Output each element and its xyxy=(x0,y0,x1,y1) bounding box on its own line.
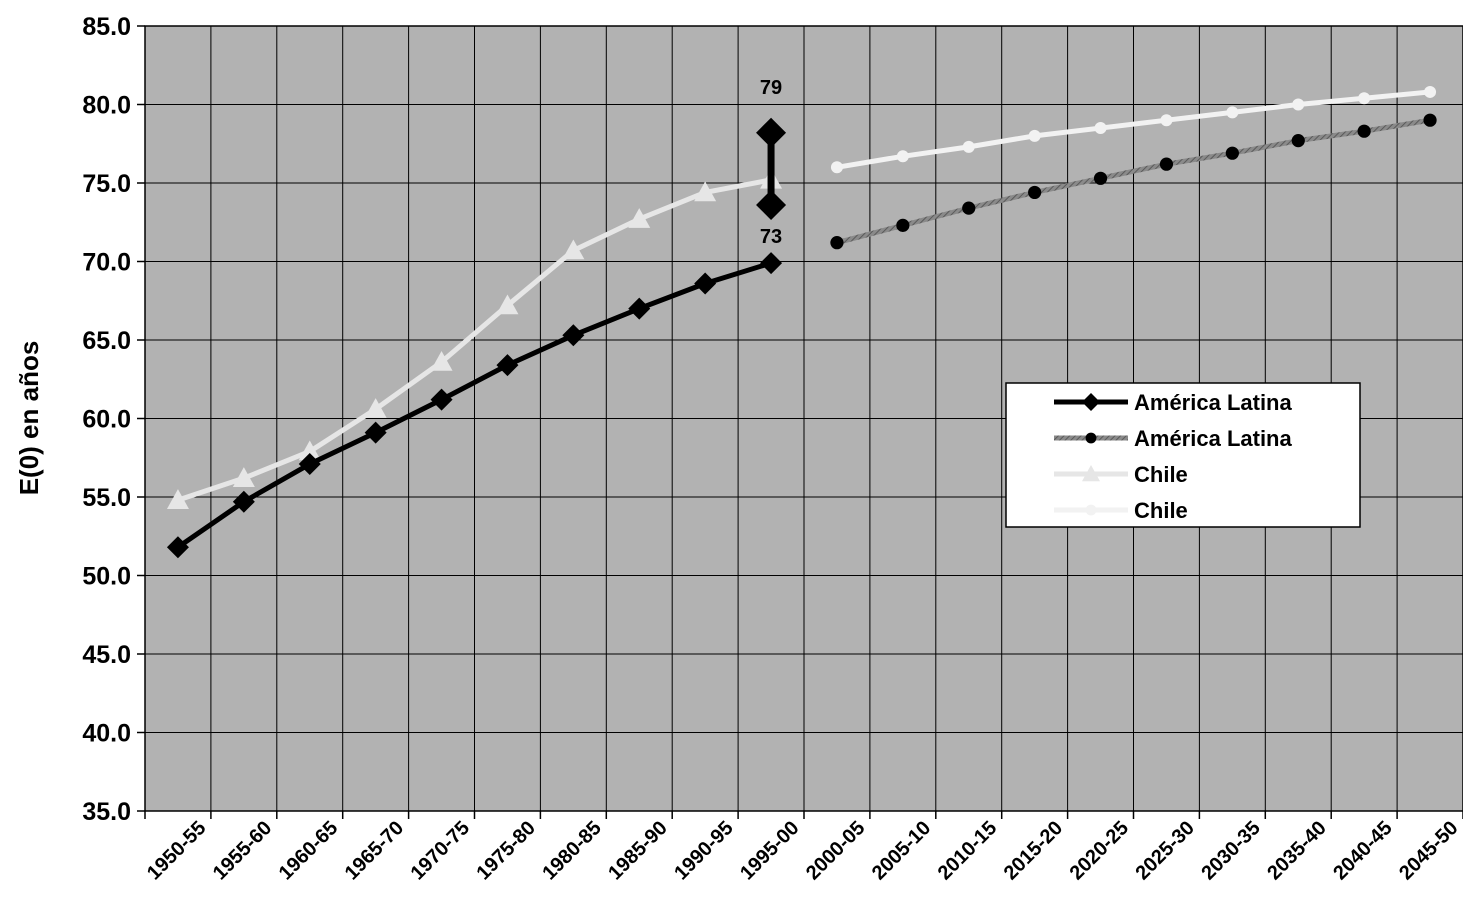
series-layer xyxy=(166,85,1437,559)
y-tick-label: 70.0 xyxy=(82,249,131,277)
range-high-label: 79 xyxy=(760,77,782,99)
y-axis-ticks: 35.0 40.0 45.0 50.0 55.0 60.0 65.0 70.0 75.0 80.0… xyxy=(82,13,145,826)
y-tick-label: 45.0 xyxy=(82,641,131,669)
data-point xyxy=(1028,185,1042,200)
data-point xyxy=(364,421,387,444)
data-point xyxy=(166,536,189,559)
data-point xyxy=(1424,85,1437,98)
series-line xyxy=(176,260,772,550)
legend-swatch-marker xyxy=(1082,465,1100,482)
series-1 xyxy=(830,113,1437,250)
range-low-label: 73 xyxy=(760,226,782,248)
series-line xyxy=(836,89,1431,170)
x-tick-label: 1960-65 xyxy=(275,817,342,884)
data-point xyxy=(1358,92,1371,105)
y-tick-label: 55.0 xyxy=(82,484,131,512)
y-tick-label: 50.0 xyxy=(82,563,131,591)
x-tick-label: 2020-25 xyxy=(1066,817,1133,884)
data-point xyxy=(496,354,519,377)
legend-swatch-marker xyxy=(1082,393,1100,411)
x-axis-ticks: 1950-551955-601960-651965-701970-751975-… xyxy=(143,811,1463,884)
data-point xyxy=(562,239,585,260)
series-line xyxy=(836,117,1431,246)
x-tick-label: 2035-40 xyxy=(1263,817,1330,884)
data-point xyxy=(830,161,843,174)
data-point xyxy=(430,388,453,411)
data-point xyxy=(1159,157,1174,171)
data-point xyxy=(896,218,910,232)
y-tick-label: 75.0 xyxy=(82,170,131,198)
data-point xyxy=(694,181,717,202)
data-point xyxy=(830,236,844,250)
data-point xyxy=(1423,113,1437,127)
series-2 xyxy=(166,168,783,509)
data-point xyxy=(364,398,387,418)
data-point xyxy=(962,201,976,215)
data-point xyxy=(1291,134,1305,148)
range-high-marker xyxy=(756,117,787,148)
legend-box xyxy=(1005,382,1361,528)
data-point xyxy=(298,453,321,476)
data-point xyxy=(496,294,519,315)
x-tick-label: 1995-00 xyxy=(736,817,803,884)
x-tick-label: 1985-90 xyxy=(604,817,671,884)
data-point xyxy=(1292,98,1305,111)
x-tick-label: 2005-10 xyxy=(868,817,935,884)
data-point xyxy=(298,440,321,461)
data-point xyxy=(1028,129,1041,142)
data-point xyxy=(1160,114,1173,127)
legend: América Latina América Latina Chile Chile xyxy=(1005,382,1361,528)
data-point xyxy=(628,208,651,228)
data-point xyxy=(1225,146,1239,160)
legend-label: América Latina xyxy=(1134,390,1292,415)
y-axis-label: E(0) en años xyxy=(14,341,44,496)
data-point xyxy=(1357,124,1371,138)
x-tick-label: 1950-55 xyxy=(143,817,210,884)
x-tick-label: 2015-20 xyxy=(1000,817,1067,884)
legend-swatch-marker xyxy=(1085,432,1097,444)
x-tick-label: 1955-60 xyxy=(209,817,276,884)
series-0 xyxy=(166,252,783,559)
data-point xyxy=(896,150,909,163)
legend-swatch-marker xyxy=(1085,504,1097,516)
y-tick-label: 65.0 xyxy=(82,327,131,355)
y-tick-label: 80.0 xyxy=(82,92,131,120)
y-tick-label: 40.0 xyxy=(82,720,131,748)
legend-label: Chile xyxy=(1134,498,1188,523)
x-tick-label: 1965-70 xyxy=(341,817,408,884)
x-tick-label: 2030-35 xyxy=(1197,817,1264,884)
data-point xyxy=(1093,171,1108,185)
data-point xyxy=(694,272,717,295)
x-tick-label: 1980-85 xyxy=(538,817,605,884)
series-3 xyxy=(830,85,1437,174)
x-tick-label: 1975-80 xyxy=(472,817,539,884)
data-point xyxy=(1094,122,1107,135)
data-point xyxy=(1226,106,1239,119)
data-point xyxy=(760,252,783,275)
data-point xyxy=(962,140,975,153)
data-point xyxy=(430,350,453,371)
x-tick-label: 2000-05 xyxy=(802,817,869,884)
y-tick-label: 60.0 xyxy=(82,406,131,434)
data-point xyxy=(562,324,585,347)
data-point xyxy=(628,297,651,320)
x-tick-label: 2040-45 xyxy=(1329,817,1396,884)
y-tick-label: 35.0 xyxy=(82,798,131,826)
x-tick-label: 2010-15 xyxy=(934,817,1001,884)
y-tick-label: 85.0 xyxy=(82,13,131,41)
range-marker: 79 73 xyxy=(756,77,787,248)
x-tick-label: 1970-75 xyxy=(407,817,474,884)
x-tick-label: 2045-50 xyxy=(1395,817,1462,884)
data-point xyxy=(232,490,255,513)
legend-label: América Latina xyxy=(1134,426,1292,451)
x-tick-label: 2025-30 xyxy=(1131,817,1198,884)
x-tick-label: 1990-95 xyxy=(670,817,737,884)
series-line xyxy=(177,177,772,503)
legend-label: Chile xyxy=(1134,462,1188,487)
data-point xyxy=(166,489,189,509)
data-point xyxy=(232,467,255,487)
range-low-marker xyxy=(756,189,787,220)
